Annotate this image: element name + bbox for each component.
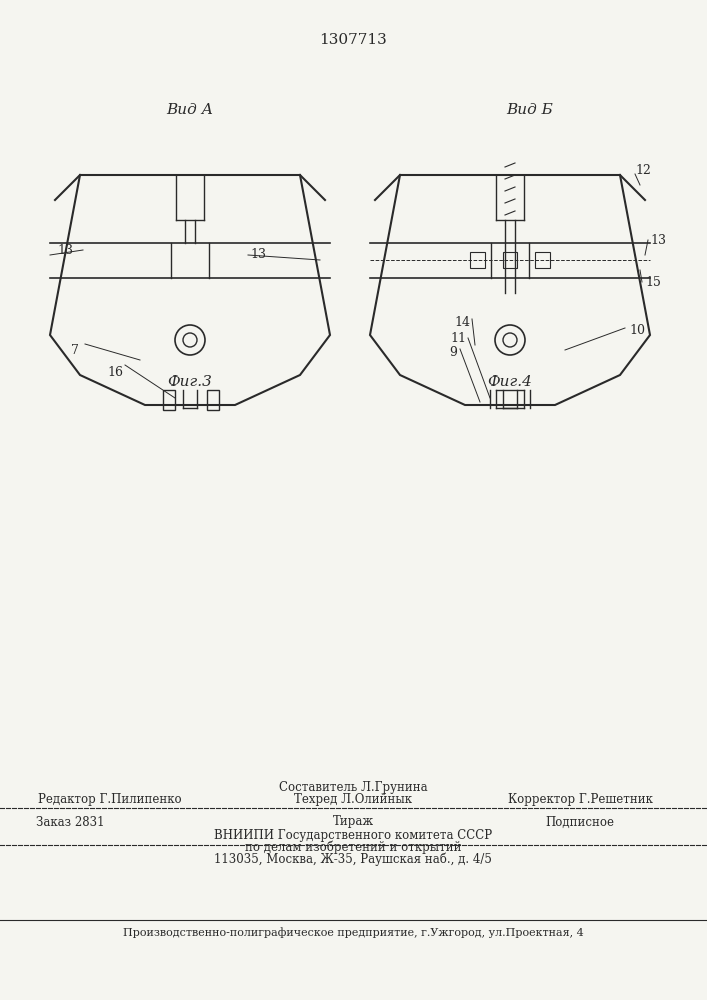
Text: Тираж: Тираж xyxy=(332,816,373,828)
Bar xyxy=(503,252,517,268)
Text: Вид Б: Вид Б xyxy=(506,103,554,117)
Text: Фиг.3: Фиг.3 xyxy=(168,375,212,389)
Text: 14: 14 xyxy=(454,316,470,328)
Text: 113035, Москва, Ж-35, Раушская наб., д. 4/5: 113035, Москва, Ж-35, Раушская наб., д. … xyxy=(214,852,492,866)
Text: по делам изобретений и открытий: по делам изобретений и открытий xyxy=(245,840,461,854)
Text: Фиг.4: Фиг.4 xyxy=(488,375,532,389)
Text: 7: 7 xyxy=(71,344,79,357)
Text: Техред Л.Олийнык: Техред Л.Олийнык xyxy=(294,794,412,806)
Text: Корректор Г.Решетник: Корректор Г.Решетник xyxy=(508,794,653,806)
Bar xyxy=(163,390,175,410)
Text: 13: 13 xyxy=(650,233,666,246)
Text: 1307713: 1307713 xyxy=(319,33,387,47)
Bar xyxy=(535,252,550,268)
Text: 15: 15 xyxy=(645,275,661,288)
Text: Производственно-полиграфическое предприятие, г.Ужгород, ул.Проектная, 4: Производственно-полиграфическое предприя… xyxy=(122,928,583,938)
Text: 13: 13 xyxy=(57,243,73,256)
Text: 9: 9 xyxy=(449,346,457,359)
Bar xyxy=(207,390,219,410)
Text: Редактор Г.Пилипенко: Редактор Г.Пилипенко xyxy=(38,794,182,806)
Text: Вид А: Вид А xyxy=(166,103,214,117)
Text: Составитель Л.Грунина: Составитель Л.Грунина xyxy=(279,780,427,794)
Text: Заказ 2831: Заказ 2831 xyxy=(36,816,104,828)
Text: ВНИИПИ Государственного комитета СССР: ВНИИПИ Государственного комитета СССР xyxy=(214,828,492,842)
Text: 10: 10 xyxy=(629,324,645,336)
Text: 11: 11 xyxy=(450,332,466,344)
Text: Подписное: Подписное xyxy=(546,816,614,828)
Bar xyxy=(470,252,485,268)
Text: 12: 12 xyxy=(635,163,651,176)
Text: 16: 16 xyxy=(107,365,123,378)
Text: 13: 13 xyxy=(250,248,266,261)
